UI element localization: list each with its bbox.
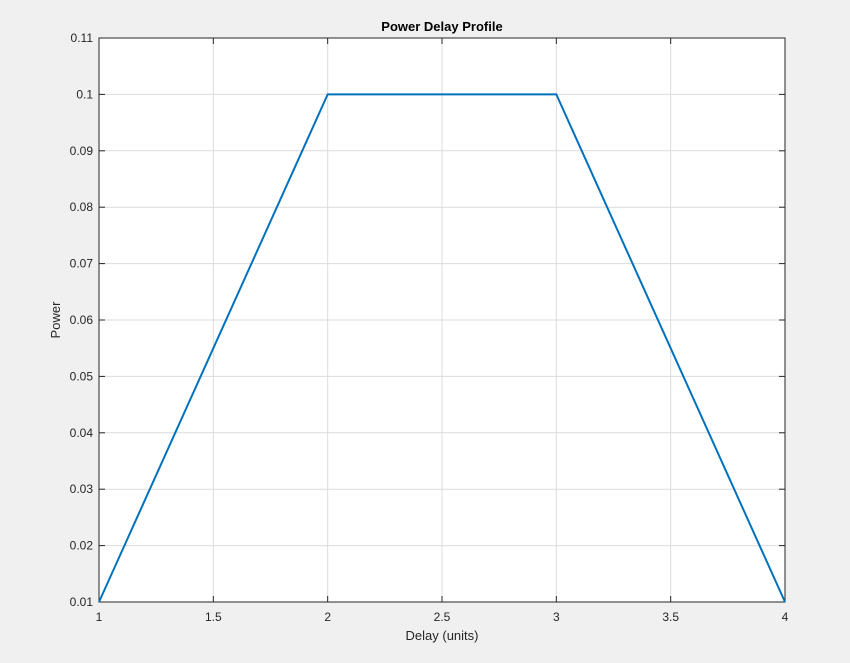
y-tick-label: 0.04 <box>70 426 94 440</box>
y-tick-label: 0.11 <box>71 31 94 45</box>
chart-title: Power Delay Profile <box>381 19 502 34</box>
series-line <box>98 93 786 603</box>
y-tick-label: 0.06 <box>70 313 94 327</box>
x-tick-label: 4 <box>782 610 789 624</box>
y-tick-label: 0.02 <box>70 539 94 553</box>
x-tick-label: 2 <box>324 610 331 624</box>
x-tick-label: 1 <box>96 610 103 624</box>
x-tick-label: 3 <box>553 610 560 624</box>
y-tick-label: 0.03 <box>70 482 94 496</box>
x-tick-labels: 1 1.5 2 2.5 3 3.5 4 <box>96 610 789 624</box>
y-tick-label: 0.07 <box>70 257 94 271</box>
y-tick-label: 0.08 <box>70 200 94 214</box>
x-axis-label: Delay (units) <box>406 628 479 643</box>
y-tick-label: 0.01 <box>70 595 94 609</box>
y-tick-label: 0.1 <box>76 87 93 101</box>
axes-box <box>98 37 786 603</box>
x-tick-label: 2.5 <box>434 610 451 624</box>
x-tick-label: 1.5 <box>205 610 222 624</box>
x-tick-label: 3.5 <box>662 610 679 624</box>
y-tick-labels: 0.01 0.02 0.03 0.04 0.05 0.06 0.07 0.08 0.09 0.1 0… <box>70 31 94 609</box>
y-tick-label: 0.05 <box>70 369 94 383</box>
series-group <box>98 93 786 603</box>
y-axis-label: Power <box>48 301 63 339</box>
y-tick-label: 0.09 <box>70 144 94 158</box>
